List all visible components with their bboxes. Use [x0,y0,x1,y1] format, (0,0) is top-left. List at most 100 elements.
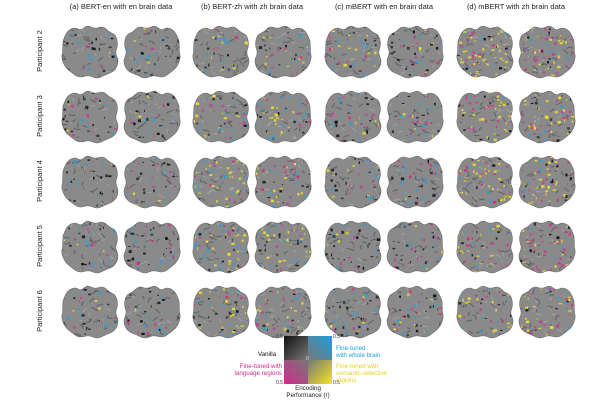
row-label: Participant 3 [35,95,44,137]
hemisphere-outline [123,220,181,274]
legend-tick-bottom-left: 0.5 [276,380,283,386]
brain-map [318,215,450,277]
hemisphere-outline [386,25,444,79]
brain-map [450,20,582,82]
hemisphere-outline [386,90,444,144]
brain-map [55,215,187,277]
legend-tick-top-right: 0.5 [333,334,340,340]
legend-colormap [284,336,332,384]
hemisphere-outline [123,25,181,79]
left-hemisphere [61,26,118,78]
brain-map [186,20,318,82]
brain-map [55,85,187,147]
row-label: Participant 5 [35,225,44,267]
left-hemisphere [456,26,513,78]
legend: 0.5 0.5 0 0.5 0.5 Vanilla Fine-tuned wit… [220,334,390,400]
brain-map [450,150,582,212]
right-hemisphere [255,91,312,143]
hemisphere-outline [518,90,576,144]
left-hemisphere [61,221,118,273]
left-hemisphere [324,91,381,143]
hemisphere-outline [123,155,181,209]
row-label: Participant 2 [35,30,44,72]
right-hemisphere [519,26,576,78]
hemisphere-outline [518,155,576,209]
hemisphere-outline [324,25,382,79]
hemisphere-outline [324,285,382,339]
right-hemisphere [519,91,576,143]
column-title: (d) mBERT with zh brain data [466,2,566,11]
left-hemisphere [324,286,381,338]
hemisphere-outline [61,220,119,274]
hemisphere-outline [254,285,312,339]
right-hemisphere [387,26,444,78]
brain-map [450,280,582,342]
hemisphere-outline [456,155,514,209]
left-hemisphere [192,91,249,143]
hemisphere-outline [518,25,576,79]
brain-map [318,280,450,342]
hemisphere-outline [324,90,382,144]
legend-whole-brain-swatch [308,336,332,360]
left-hemisphere [192,156,249,208]
row-label: Participant 4 [35,160,44,202]
left-hemisphere [192,221,249,273]
hemisphere-outline [192,90,250,144]
hemisphere-outline [254,155,312,209]
hemisphere-outline [192,285,250,339]
hemisphere-outline [386,285,444,339]
left-hemisphere [61,91,118,143]
legend-language-regions-label: Fine-tuned with language regions [234,363,282,377]
hemisphere-outline [192,25,250,79]
hemisphere-outline [386,155,444,209]
hemisphere-outline [61,25,119,79]
hemisphere-outline [254,25,312,79]
legend-semantic-selective-swatch [308,360,332,384]
brain-map [186,150,318,212]
right-hemisphere [124,221,181,273]
hemisphere-outline [518,285,576,339]
left-hemisphere [324,26,381,78]
legend-axis-title: Encoding Performance (r) [286,385,330,399]
left-hemisphere [456,221,513,273]
hemisphere-outline [386,220,444,274]
column-title: (c) mBERT with en brain data [334,2,434,11]
hemisphere-outline [192,220,250,274]
legend-vanilla-swatch [284,336,308,360]
hemisphere-outline [254,90,312,144]
legend-semantic-selective-label: Fine-tuned with semantic-selective regio… [336,363,387,384]
right-hemisphere [387,286,444,338]
legend-whole-brain-label: Fine-tuned with whole brain [336,345,381,359]
row-label: Participant 6 [35,290,44,332]
hemisphere-outline [123,90,181,144]
legend-language-regions-swatch [284,360,308,384]
hemisphere-outline [192,155,250,209]
brain-map [186,215,318,277]
brain-map [318,20,450,82]
legend-tick-center: 0 [306,356,309,362]
column-title: (b) BERT-zh with zh brain data [201,2,303,11]
left-hemisphere [61,156,118,208]
brain-map [450,85,582,147]
right-hemisphere [387,156,444,208]
right-hemisphere [255,156,312,208]
hemisphere-outline [61,155,119,209]
brain-map [55,150,187,212]
hemisphere-outline [61,285,119,339]
right-hemisphere [124,91,181,143]
brain-map [55,280,187,342]
left-hemisphere [456,286,513,338]
hemisphere-outline [456,285,514,339]
brain-map [55,20,187,82]
legend-tick-top-left: 0.5 [276,334,283,340]
column-title: (a) BERT-en with en brain data [69,2,173,11]
legend-vanilla-label: Vanilla [258,351,277,358]
right-hemisphere [255,221,312,273]
hemisphere-outline [123,285,181,339]
hemisphere-outline [254,220,312,274]
right-hemisphere [387,91,444,143]
brain-map [186,280,318,342]
hemisphere-outline [61,90,119,144]
left-hemisphere [456,156,513,208]
